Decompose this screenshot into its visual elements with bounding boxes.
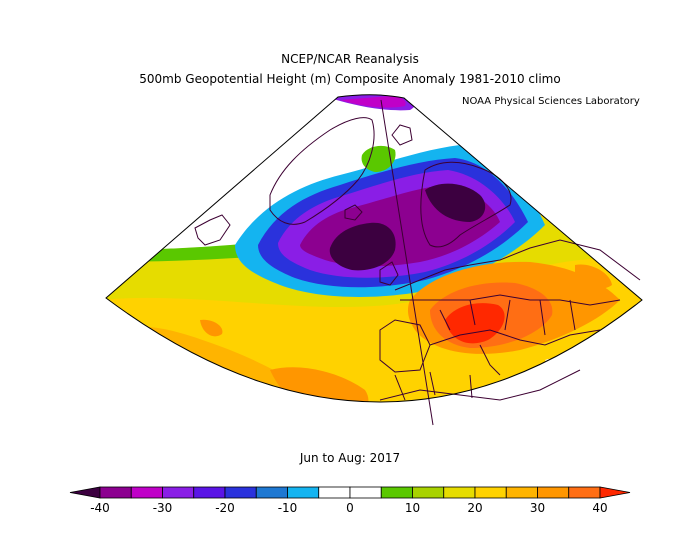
baffin-outline	[194, 214, 231, 246]
svalbard-outline	[391, 124, 413, 146]
colorbar-swatch	[474, 486, 507, 499]
map-frame	[105, 94, 643, 403]
italy-outline	[479, 344, 501, 376]
uk-outline	[379, 261, 399, 286]
colorbar-swatch	[505, 486, 538, 499]
colorbar-swatch	[99, 486, 132, 499]
colorbar-tick-label: 30	[530, 501, 545, 515]
colorbar-swatch	[537, 486, 570, 499]
colorbar-tick-label: 40	[592, 501, 607, 515]
colorbar-arrow-high	[599, 486, 631, 499]
colorbar-swatch	[162, 486, 195, 499]
colorbar	[69, 486, 631, 499]
colorbar-tick-label: 10	[405, 501, 420, 515]
europe-north-coast	[394, 239, 641, 291]
scandinavia-outline	[420, 161, 512, 248]
colorbar-swatch	[318, 486, 351, 499]
field-top-magenta	[340, 96, 406, 108]
colorbar-swatch	[443, 486, 476, 499]
colorbar-tick-label: -40	[90, 501, 110, 515]
coastlines	[194, 117, 641, 401]
credit-label: NOAA Physical Sciences Laboratory	[462, 96, 640, 107]
colorbar-swatch	[349, 486, 382, 499]
north-africa-coast	[379, 369, 581, 401]
iberia-outline	[379, 319, 431, 373]
borders-2	[439, 299, 576, 336]
map-subtitle: 500mb Geopotential Height (m) Composite …	[139, 72, 561, 86]
field-deep-core	[329, 222, 396, 271]
colorbar-swatch	[224, 486, 257, 499]
field-orange-sw	[270, 367, 369, 403]
colorbar-swatch	[568, 486, 601, 499]
borders-1	[400, 294, 621, 306]
borders-africa	[394, 371, 473, 401]
colorbar-swatch	[412, 486, 445, 499]
field-deep-core-east	[425, 183, 486, 222]
colorbar-ticks: -40 -30 -20 -10 0 10 20 30 40	[90, 501, 607, 515]
colorbar-arrow-low	[69, 486, 101, 499]
iceland-outline	[344, 204, 363, 221]
med-north-coast	[429, 329, 601, 346]
field-green-se	[500, 396, 560, 403]
colorbar-tick-label: -10	[278, 501, 298, 515]
colorbar-swatch	[287, 486, 320, 499]
time-period-label: Jun to Aug: 2017	[299, 451, 401, 465]
colorbar-tick-label: 0	[346, 501, 354, 515]
colorbar-tick-label: 20	[467, 501, 482, 515]
greenland-outline	[269, 117, 375, 225]
meridian-line	[380, 99, 434, 426]
colorbar-swatch	[130, 486, 163, 499]
colorbar-swatch	[380, 486, 413, 499]
colorbar-tick-label: -20	[215, 501, 235, 515]
field-orange-east	[575, 264, 612, 290]
colorbar-swatch	[193, 486, 226, 499]
field-orange-dot	[200, 319, 223, 337]
map-title: NCEP/NCAR Reanalysis	[281, 52, 419, 66]
colorbar-swatch	[255, 486, 288, 499]
colorbar-tick-label: -30	[153, 501, 173, 515]
field-green-patch	[361, 145, 396, 172]
